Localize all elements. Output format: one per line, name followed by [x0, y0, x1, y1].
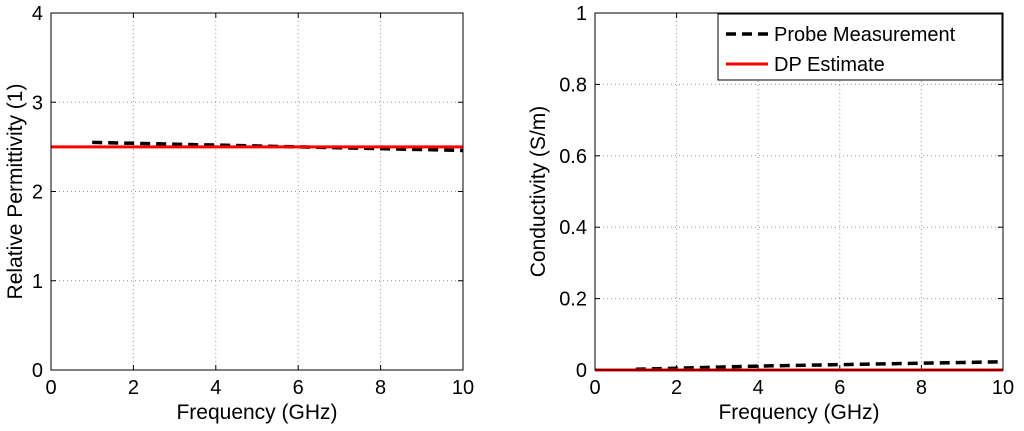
axes-box	[50, 12, 464, 371]
x-tick-label: 2	[128, 377, 139, 399]
y-tick-label: 2	[32, 182, 43, 204]
legend-label-1: Probe Measurement	[774, 24, 956, 46]
series-line-1	[635, 360, 1004, 372]
x-tick-label: 10	[452, 377, 474, 399]
plot-area	[51, 13, 463, 370]
legend-box	[717, 13, 1003, 81]
x-tick-label: 0	[589, 377, 600, 399]
y-tick-label: 0	[32, 360, 43, 382]
y-tick-label: 1	[576, 3, 587, 25]
y-tick-label: 0.2	[559, 289, 587, 311]
y-tick-label: 0.4	[559, 217, 587, 239]
axes-box	[594, 12, 1004, 371]
x-axis-label: Frequency (GHz)	[718, 401, 879, 424]
x-axis-label: Frequency (GHz)	[176, 401, 337, 424]
x-tick-label: 2	[671, 377, 682, 399]
y-tick-label: 0	[576, 360, 587, 382]
x-tick-label: 4	[210, 377, 221, 399]
x-tick-label: 6	[293, 377, 304, 399]
chart-panel-2: 0 2 4 6 8 10 0 0.2 0.4 0.6 0.8 1 Frequency (GHz) Cond…	[527, 3, 1014, 424]
legend-label-2: DP Estimate	[774, 54, 885, 76]
legend: Probe Measurement DP Estimate	[717, 13, 1003, 81]
x-tick-label: 4	[753, 377, 764, 399]
y-tick-label: 4	[32, 3, 43, 25]
x-tick-label: 6	[834, 377, 845, 399]
y-axis-label: Conductivity (S/m)	[527, 106, 550, 278]
x-tick-label: 10	[992, 377, 1014, 399]
y-tick-label: 3	[32, 92, 43, 114]
x-tick-label: 0	[45, 377, 56, 399]
y-tick-label: 0.8	[559, 74, 587, 96]
x-tick-label: 8	[375, 377, 386, 399]
y-tick-label: 0.6	[559, 146, 587, 168]
y-tick-label: 1	[32, 271, 43, 293]
x-tick-label: 8	[916, 377, 927, 399]
y-axis-label: Relative Permittivity (1)	[4, 84, 27, 300]
